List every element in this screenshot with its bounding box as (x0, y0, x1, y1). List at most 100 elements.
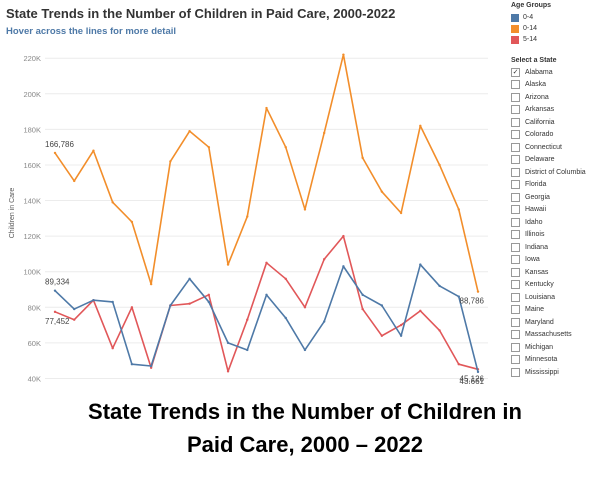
state-option[interactable]: Maryland (511, 316, 609, 329)
state-option[interactable]: Arkansas (511, 104, 609, 117)
state-option[interactable]: Hawaii (511, 204, 609, 217)
checkbox[interactable] (511, 305, 520, 315)
checkbox[interactable] (511, 217, 520, 227)
legend-label: 5-14 (523, 36, 538, 43)
data-point (73, 318, 76, 321)
data-point (303, 306, 307, 309)
checkbox[interactable] (511, 167, 520, 177)
state-label: Michigan (525, 343, 554, 351)
data-point (53, 289, 57, 292)
state-option[interactable]: Iowa (511, 254, 609, 267)
data-point (53, 151, 57, 155)
data-point (361, 307, 364, 311)
state-option[interactable]: Delaware (511, 154, 609, 167)
data-point (457, 208, 460, 211)
checkbox[interactable] (511, 242, 520, 252)
data-point (226, 370, 230, 373)
checkbox[interactable] (511, 117, 520, 127)
state-option[interactable]: Connecticut (511, 141, 609, 154)
series-line-0-14[interactable] (54, 53, 479, 292)
checkbox[interactable] (511, 267, 520, 277)
checkbox[interactable] (511, 180, 520, 190)
checkbox[interactable] (511, 105, 520, 115)
data-point (419, 309, 422, 313)
checkbox[interactable] (511, 330, 520, 340)
state-option[interactable]: Alaska (511, 79, 609, 92)
checkbox[interactable] (511, 342, 520, 352)
data-point (342, 53, 345, 56)
state-option[interactable]: California (511, 116, 609, 129)
state-label: Colorado (525, 131, 554, 139)
state-label: Kentucky (525, 281, 554, 289)
data-point (399, 323, 403, 327)
data-point (207, 293, 211, 297)
data-label: 88,786 (460, 297, 485, 306)
checked-checkbox[interactable]: ✓ (511, 67, 520, 77)
state-option[interactable]: Colorado (511, 129, 609, 142)
checkbox[interactable] (511, 92, 520, 102)
data-point (130, 220, 134, 224)
checkbox[interactable] (511, 192, 520, 202)
data-point (246, 348, 249, 352)
state-option[interactable]: Michigan (511, 341, 609, 354)
legend-item[interactable]: 0-4 (511, 12, 609, 23)
state-label: District of Columbia (525, 168, 586, 176)
state-option[interactable]: Massachusetts (511, 329, 609, 342)
checkbox[interactable] (511, 367, 520, 377)
checkbox[interactable] (511, 80, 520, 90)
checkbox[interactable] (511, 142, 520, 152)
state-label: Idaho (525, 218, 543, 226)
data-point (380, 190, 384, 193)
data-point (111, 300, 114, 304)
dashboard-title: State Trends in the Number of Children i… (6, 6, 396, 21)
state-option[interactable]: Maine (511, 304, 609, 317)
checkbox[interactable] (511, 280, 520, 290)
state-label: Connecticut (525, 143, 562, 151)
state-option[interactable]: ✓ Alabama (511, 66, 609, 79)
state-option[interactable]: Illinois (511, 229, 609, 242)
state-filter[interactable]: Select a State ✓ Alabama Alaska Arizona Arka… (511, 57, 609, 383)
y-tick-label: 120K (23, 232, 41, 241)
checkbox[interactable] (511, 205, 520, 215)
series-line-0-4[interactable] (54, 263, 479, 373)
state-option[interactable]: Kansas (511, 266, 609, 279)
state-option[interactable]: Minnesota (511, 354, 609, 367)
series-line-5-14[interactable] (54, 235, 479, 373)
data-point (111, 201, 114, 204)
state-filter-title: Select a State (511, 57, 557, 64)
line-chart[interactable]: 40K 60K 80K 100K 120K 140K 160K 180K 200K 220K Chi… (0, 0, 510, 384)
state-option[interactable]: Arizona (511, 91, 609, 104)
legend-item[interactable]: 0-14 (511, 23, 609, 34)
data-point (53, 310, 57, 314)
data-point (457, 295, 460, 298)
data-point (438, 329, 441, 332)
y-tick-label: 40K (28, 374, 41, 383)
data-point (457, 363, 460, 366)
checkbox[interactable] (511, 255, 520, 265)
state-option[interactable]: Georgia (511, 191, 609, 204)
checkbox[interactable] (511, 317, 520, 327)
caption: State Trends in the Number of Children i… (0, 395, 610, 461)
age-group-legend: Age Groups 0-4 0-14 5-14 (511, 2, 609, 45)
data-point (226, 263, 230, 266)
state-option[interactable]: Idaho (511, 216, 609, 229)
state-option[interactable]: Florida (511, 179, 609, 192)
state-label: Alabama (525, 68, 553, 76)
state-option[interactable]: District of Columbia (511, 166, 609, 179)
data-point (322, 320, 326, 323)
state-option[interactable]: Kentucky (511, 279, 609, 292)
data-point (246, 215, 249, 218)
state-option[interactable]: Louisiana (511, 291, 609, 304)
checkbox[interactable] (511, 130, 520, 140)
data-point (149, 282, 153, 286)
checkbox[interactable] (511, 355, 520, 365)
legend-swatch (511, 24, 519, 33)
state-option[interactable]: Indiana (511, 241, 609, 254)
state-option[interactable]: Mississippi (511, 366, 609, 379)
state-label: Maine (525, 306, 545, 314)
checkbox[interactable] (511, 292, 520, 302)
data-point (399, 211, 403, 215)
checkbox[interactable] (511, 230, 520, 240)
legend-item[interactable]: 5-14 (511, 34, 609, 45)
checkbox[interactable] (511, 155, 520, 165)
